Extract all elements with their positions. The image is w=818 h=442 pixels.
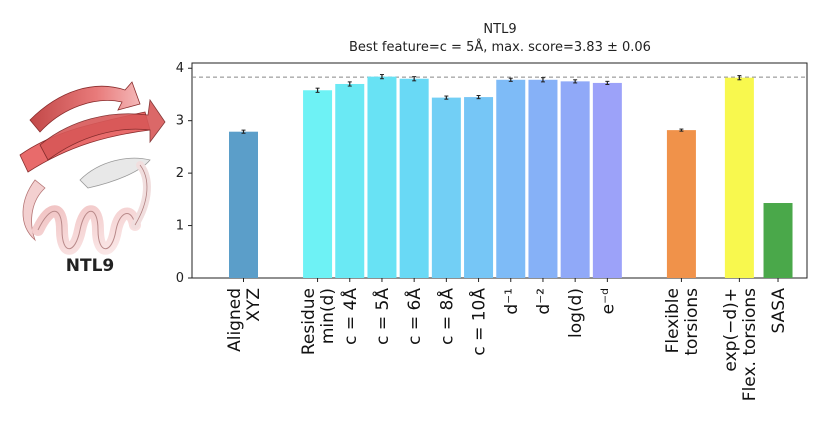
- x-category-label: c = 5Å: [371, 288, 393, 345]
- x-category-label: torsions: [682, 288, 702, 356]
- bar: [528, 79, 558, 278]
- bar: [560, 81, 590, 278]
- bar: [229, 131, 258, 278]
- bar: [763, 203, 793, 278]
- x-category-label: Residue: [299, 288, 319, 355]
- x-category-label: log(d): [566, 288, 586, 338]
- x-category-label: c = 8Å: [435, 288, 457, 345]
- x-category-label: c = 4Å: [339, 288, 361, 345]
- y-tick-label: 4: [176, 61, 184, 76]
- y-tick-label: 0: [176, 271, 184, 286]
- y-tick-label: 1: [176, 219, 184, 234]
- x-category-label: Aligned: [225, 288, 245, 352]
- x-category-label: c = 10Å: [468, 288, 490, 356]
- x-category-label: min(d): [318, 288, 338, 344]
- bar: [592, 82, 622, 279]
- bar: [666, 130, 696, 278]
- x-category-label: d⁻¹: [502, 288, 522, 315]
- x-category-label: e⁻ᵈ: [598, 288, 618, 314]
- plot-area: 0 1 2 3 4 Aligned XYZ Residue min(d) c = 4Å c = 5Å…: [176, 61, 808, 401]
- x-category-label: c = 6Å: [403, 288, 425, 345]
- bar: [724, 77, 754, 279]
- x-category-label: XYZ: [244, 288, 264, 322]
- chart-title: NTL9: [483, 22, 516, 37]
- bar: [335, 83, 365, 278]
- x-category-label: exp(−d)+: [721, 288, 741, 372]
- x-category-label: Flexible: [663, 288, 683, 353]
- bar: [399, 78, 429, 278]
- x-category-label: SASA: [769, 288, 789, 334]
- bar: [496, 79, 526, 278]
- y-tick-label: 2: [176, 166, 184, 181]
- bar: [367, 76, 397, 278]
- bar: [303, 90, 333, 278]
- bar: [464, 97, 494, 279]
- x-category-label: d⁻²: [534, 288, 554, 315]
- ntl9-protein-structure-image: [19, 81, 166, 255]
- y-tick-label: 3: [176, 114, 184, 129]
- x-category-label: Flex. torsions: [740, 288, 760, 401]
- bar: [431, 97, 461, 278]
- chart-subtitle: Best feature=c = 5Å, max. score=3.83 ± 0…: [349, 39, 651, 55]
- protein-label: NTL9: [65, 256, 115, 276]
